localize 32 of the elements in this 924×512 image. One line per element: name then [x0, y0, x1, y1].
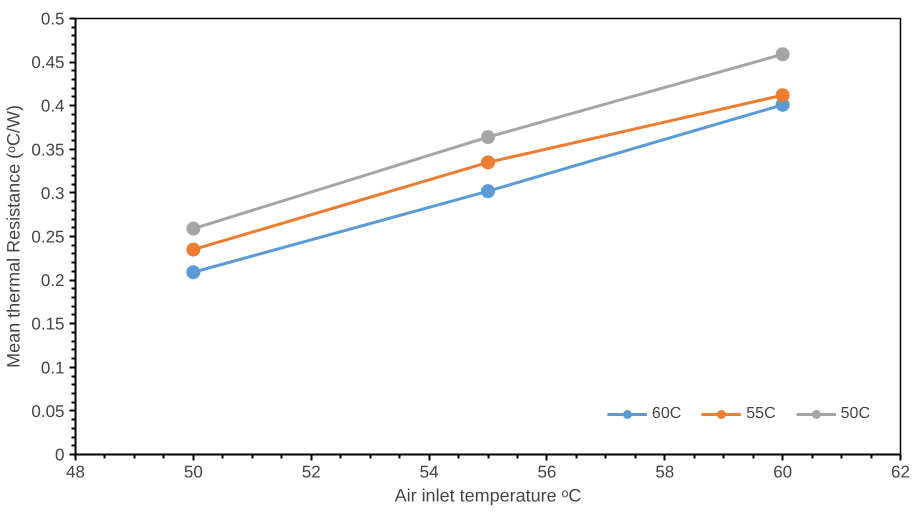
point: [481, 184, 495, 198]
x-tick-label: 62: [891, 462, 910, 482]
y-tick-label: 0.25: [31, 228, 65, 246]
y-tick-label: 0.15: [31, 314, 65, 334]
x-tick-label: 54: [420, 462, 439, 482]
point: [776, 88, 790, 102]
y-tick-label: 0.4: [40, 96, 65, 116]
y-tick-label: 0.3: [40, 184, 65, 203]
y-tick-label: 0.35: [31, 140, 65, 160]
legend-label: 60C: [652, 405, 682, 423]
y-tick-label: 0.05: [31, 402, 65, 421]
y-tick-label: 0.2: [40, 271, 65, 290]
point: [186, 222, 200, 236]
point: [776, 47, 790, 62]
x-tick-label: 48: [66, 462, 85, 482]
y-tick-label: 0.5: [40, 10, 65, 28]
x-axis-title: Air inlet temperature ᵒC: [394, 486, 582, 506]
legend-label: 55C: [746, 405, 776, 423]
y-tick-label: 0: [55, 446, 65, 464]
x-tick-label: 52: [302, 462, 321, 482]
x-tick-label: 58: [655, 462, 674, 482]
x-tick-label: 56: [537, 462, 556, 482]
x-tick-label: 50: [184, 462, 203, 482]
point: [186, 265, 200, 280]
x-tick-label: 60: [773, 462, 792, 482]
y-tick-label: 0.45: [31, 53, 65, 72]
point: [481, 155, 495, 170]
legend-label: 50C: [840, 405, 870, 423]
point: [186, 242, 200, 257]
y-axis-title: Mean thermal Resistance (ᵒC/W): [3, 105, 24, 368]
point: [481, 130, 495, 144]
y-tick-label: 0.1: [40, 358, 65, 378]
